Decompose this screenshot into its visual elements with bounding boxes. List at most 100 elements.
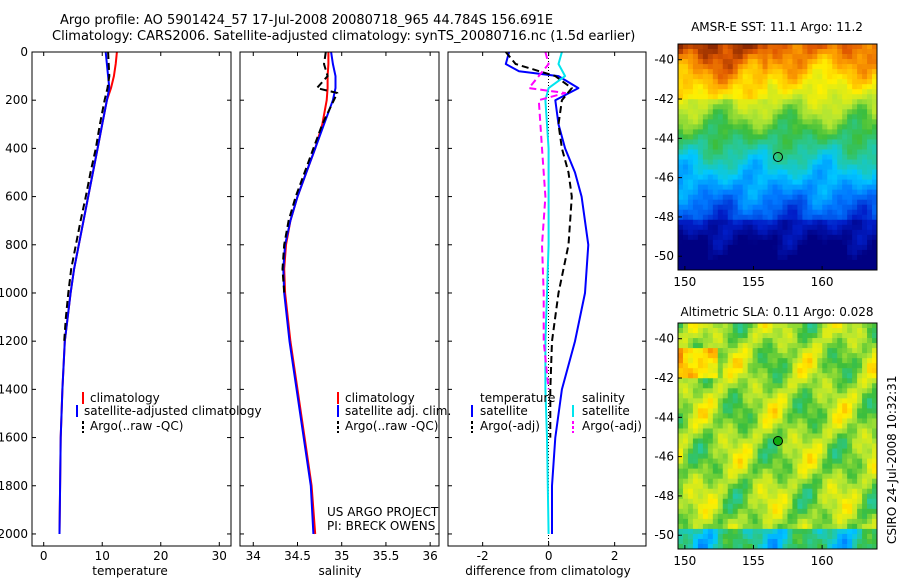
map-cell	[697, 64, 704, 70]
map-cell	[682, 249, 689, 256]
map-cell	[682, 84, 689, 90]
map-cell	[827, 49, 833, 55]
map-cell	[852, 239, 858, 246]
map-cell	[822, 79, 828, 85]
map-cell	[802, 343, 808, 349]
map-cell	[812, 174, 818, 180]
map-cell	[837, 343, 843, 349]
map-cell	[812, 388, 818, 394]
map-cell	[792, 264, 798, 271]
map-cell	[847, 159, 853, 165]
map-cell	[822, 84, 828, 90]
map-cell	[752, 498, 759, 505]
map-cell	[692, 428, 699, 434]
map-cell	[712, 438, 719, 444]
map-cell	[757, 219, 763, 226]
map-cell	[717, 179, 724, 186]
map-cell	[782, 259, 788, 266]
map-cell	[737, 159, 744, 165]
map-cell	[827, 523, 833, 530]
map-cell	[772, 543, 778, 550]
map-cell	[707, 64, 714, 70]
map-cell	[727, 428, 734, 434]
map-cell	[852, 498, 858, 505]
map-cell	[742, 199, 749, 206]
map-cell	[812, 478, 818, 485]
map-cell	[682, 104, 689, 110]
map-cell	[807, 154, 813, 160]
map-cell	[832, 348, 838, 354]
map-cell	[692, 199, 699, 206]
map-cell	[707, 353, 714, 359]
map-cell	[872, 44, 878, 50]
map-cell	[727, 139, 734, 145]
map-cell	[832, 264, 838, 271]
map-cell	[762, 428, 768, 434]
map-cell	[772, 49, 778, 55]
map-cell	[817, 413, 823, 419]
map-cell	[692, 194, 699, 201]
map-cell	[742, 373, 749, 379]
map-cell	[787, 508, 793, 515]
map-cell	[857, 69, 863, 75]
map-cell	[862, 463, 868, 470]
map-cell	[692, 189, 699, 196]
map-cell	[727, 54, 734, 60]
map-cell	[802, 234, 808, 241]
map-cell	[712, 199, 719, 206]
map-cell	[822, 368, 828, 374]
map-cell	[837, 134, 843, 140]
map-cell	[687, 189, 694, 196]
map-cell	[857, 413, 863, 419]
map-cell	[867, 508, 873, 515]
map-cell	[712, 373, 719, 379]
temperature-legend-label-climatology: climatology	[90, 391, 160, 405]
map-cell	[852, 224, 858, 231]
map-cell	[837, 503, 843, 510]
map-cell	[782, 518, 788, 525]
map-cell	[787, 453, 793, 459]
map-cell	[727, 413, 734, 419]
map-cell	[712, 74, 719, 80]
map-cell	[752, 84, 759, 90]
map-cell	[817, 164, 823, 170]
map-cell	[712, 503, 719, 510]
map-cell	[797, 503, 803, 510]
map-cell	[842, 149, 848, 155]
map-cell	[832, 523, 838, 530]
map-cell	[817, 124, 823, 130]
map-cell	[702, 234, 709, 241]
map-cell	[852, 109, 858, 115]
map-cell	[692, 393, 699, 399]
map-cell	[852, 74, 858, 80]
map-cell	[837, 498, 843, 505]
map-cell	[822, 229, 828, 236]
map-cell	[707, 423, 714, 429]
map-cell	[772, 458, 778, 465]
map-cell	[872, 373, 878, 379]
map-cell	[797, 259, 803, 266]
map-cell	[682, 498, 689, 505]
map-cell	[712, 493, 719, 500]
map-cell	[687, 234, 694, 241]
map-cell	[767, 438, 773, 444]
map-cell	[747, 413, 754, 419]
map-cell	[827, 323, 833, 329]
map-cell	[867, 139, 873, 145]
map-cell	[692, 423, 699, 429]
map-cell	[807, 134, 813, 140]
map-cell	[792, 353, 798, 359]
map-cell	[837, 209, 843, 216]
map-cell	[692, 89, 699, 95]
map-cell	[762, 164, 768, 170]
map-cell	[722, 493, 729, 500]
map-cell	[797, 388, 803, 394]
map-cell	[762, 483, 768, 490]
map-cell	[777, 174, 783, 180]
map-cell	[692, 219, 699, 226]
map-cell	[732, 99, 739, 105]
map-cell	[817, 194, 823, 201]
map-cell	[782, 328, 788, 334]
map-cell	[742, 543, 749, 550]
map-cell	[747, 358, 754, 364]
